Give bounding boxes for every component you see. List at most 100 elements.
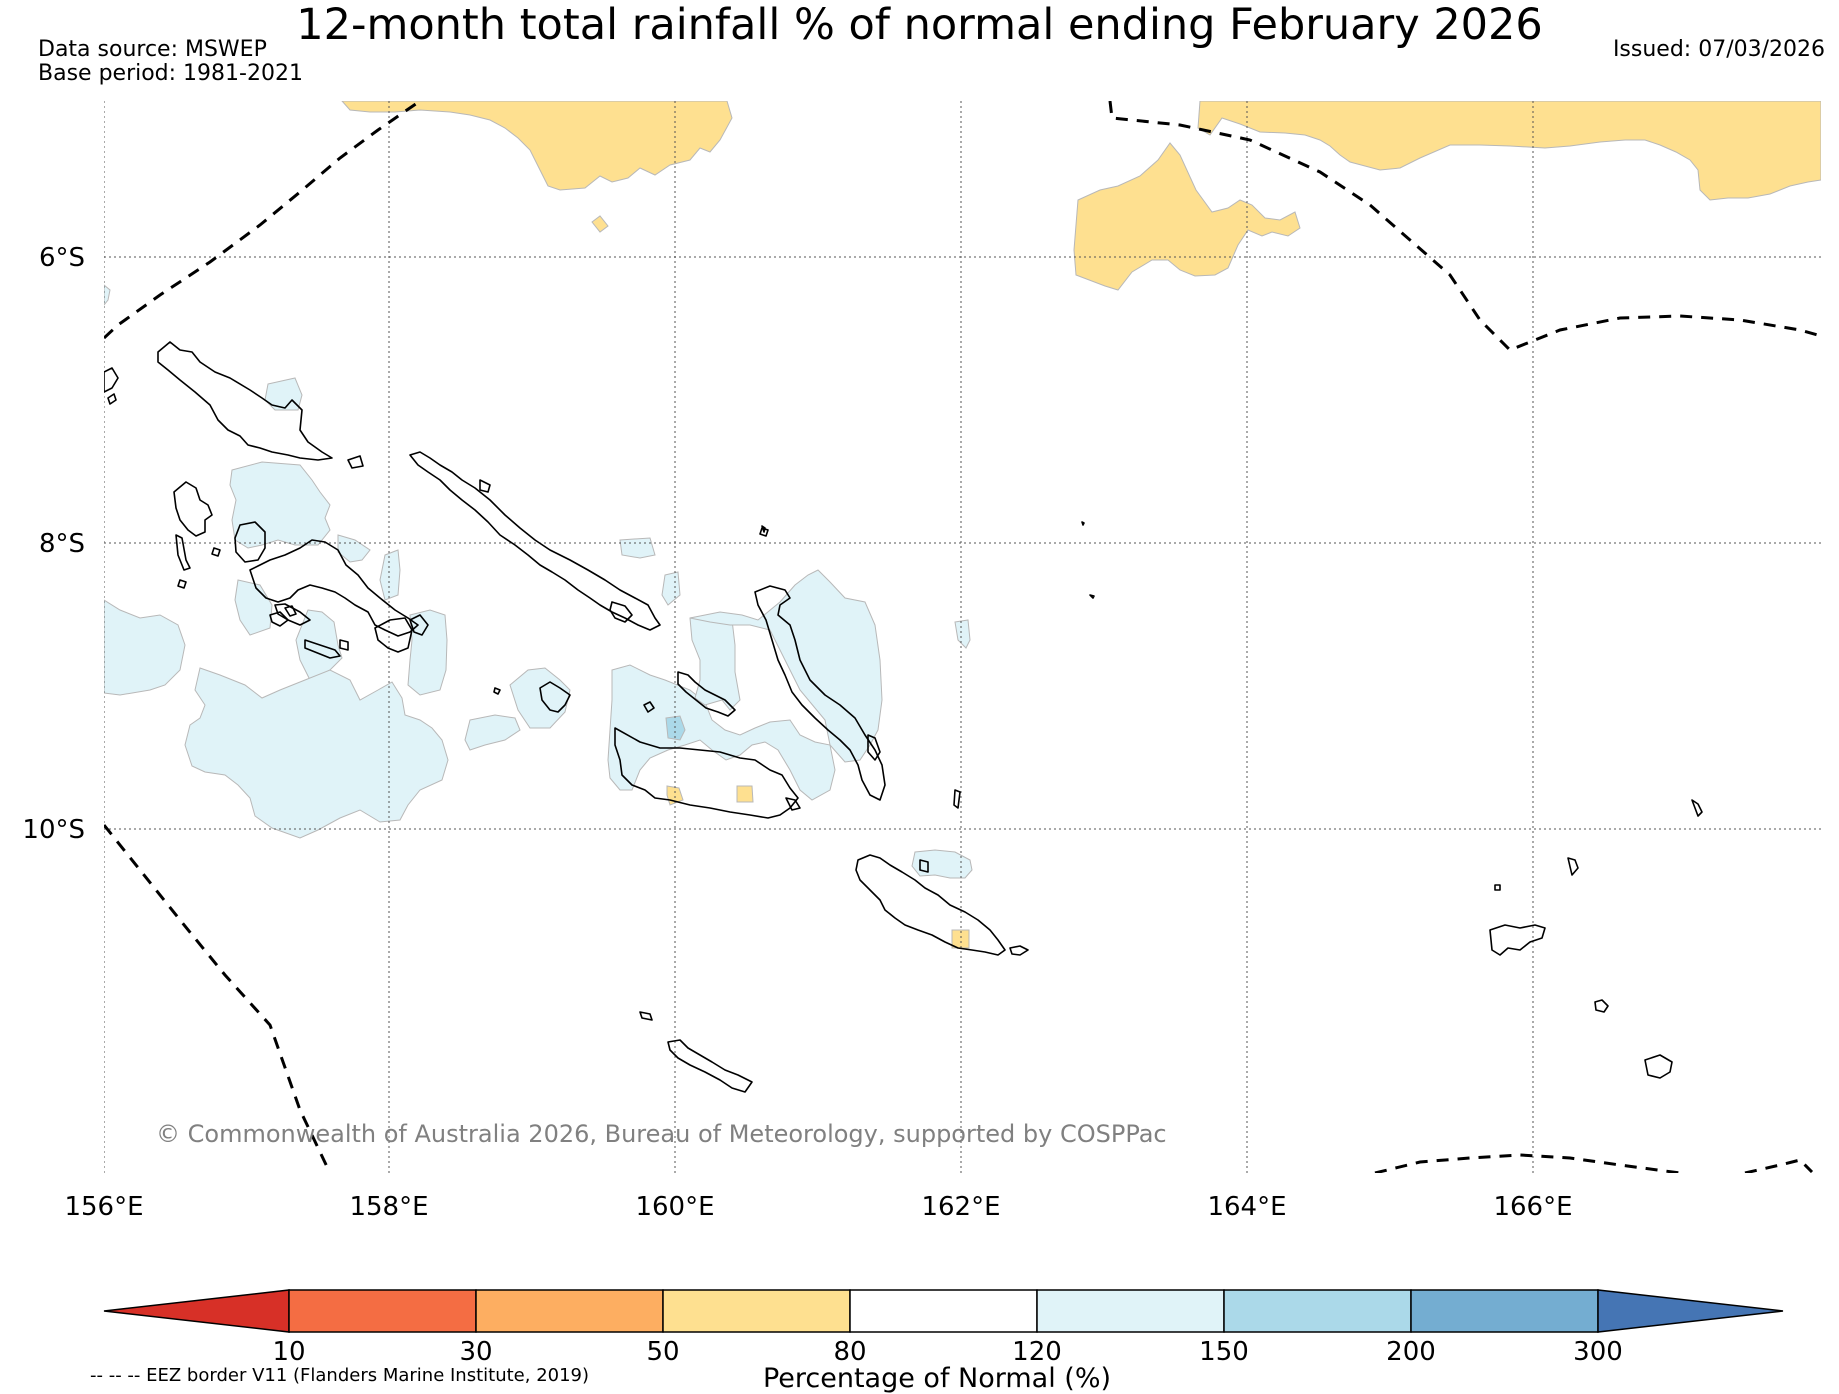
lat-tick-6s: 6°S	[39, 243, 85, 273]
coastlines	[104, 341, 1703, 1093]
island-tikopia	[1644, 1054, 1673, 1079]
colorbar-segment-120-150	[1036, 1289, 1225, 1333]
island-utupua	[1494, 884, 1501, 891]
lon-tick-160e: 160°E	[635, 1192, 714, 1222]
rainfall-region-florida-is	[509, 667, 571, 729]
island-ulawa	[953, 789, 961, 809]
rainfall-region-guadalcanal-e	[736, 785, 754, 803]
lat-tick-10s: 10°S	[22, 815, 85, 845]
colorbar-segment-above-300	[1597, 1289, 1784, 1333]
island-nggatokae	[409, 614, 429, 636]
island-rennell	[667, 1039, 753, 1093]
island-ugi	[919, 859, 929, 873]
island-duff	[1691, 799, 1703, 817]
island-santa-ana	[1009, 945, 1029, 956]
eez-border-sw	[104, 824, 332, 1173]
rainfall-region-north-central	[1073, 142, 1301, 291]
island-ranongga	[175, 534, 191, 571]
island-savo	[493, 687, 501, 695]
lon-tick-166e: 166°E	[1493, 1192, 1572, 1222]
rainfall-region-small-north-isabel	[619, 537, 656, 559]
colorbar-segment-30-50	[475, 1289, 664, 1333]
lon-tick-164e: 164°E	[1207, 1192, 1286, 1222]
island-north-isabel-dot	[759, 527, 769, 537]
rainfall-region-north-east	[1197, 101, 1821, 201]
colorbar-label-300: 300	[1573, 1337, 1623, 1367]
rainfall-region-small-nw	[591, 215, 609, 233]
below-normal-rainfall-regions	[341, 101, 1821, 949]
colorbar-label-200: 200	[1386, 1337, 1436, 1367]
colorbar-segment-200-300	[1410, 1289, 1599, 1333]
island-vanikoro	[1594, 999, 1609, 1013]
colorbar-label-10: 10	[272, 1337, 306, 1367]
colorbar-label-150: 150	[1199, 1337, 1249, 1367]
island-vella-lavella	[173, 481, 213, 537]
island-choiseul	[157, 341, 333, 461]
island-marovo	[269, 611, 289, 627]
island-ontong-dot	[761, 525, 766, 533]
longitude-tick-labels: 156°E 158°E 160°E 162°E 164°E 166°E	[64, 1192, 1572, 1222]
colorbar-label-50: 50	[646, 1337, 680, 1367]
eez-border-png-nw	[104, 101, 421, 340]
gridlines	[104, 101, 1821, 1173]
island-gizo	[177, 579, 187, 589]
rainfall-region-west-edge	[104, 284, 111, 306]
colorbar-label-30: 30	[459, 1337, 493, 1367]
eez-border-se	[1744, 1158, 1814, 1173]
copyright-notice: © Commonwealth of Australia 2026, Bureau…	[156, 1120, 1167, 1148]
island-reef-islands	[1567, 857, 1579, 876]
island-nggela-east	[677, 671, 736, 717]
rainfall-region-choiseul-s	[229, 461, 331, 549]
island-nggela	[539, 681, 571, 713]
island-tetepare-2	[284, 605, 297, 617]
island-santa-isabel	[409, 451, 661, 631]
colorbar-segment-below-10	[103, 1289, 290, 1333]
rainfall-region-south-large	[184, 667, 449, 839]
rainfall-region-new-georgia	[234, 579, 273, 636]
colorbar-segment-80-120	[849, 1289, 1038, 1333]
base-period-label: Base period: 1981-2021	[38, 61, 303, 86]
rainfall-region-north-west	[341, 101, 733, 191]
island-small-kolo	[211, 547, 221, 557]
colorbar-segment-10-30	[288, 1289, 477, 1333]
colorbar	[103, 1289, 1784, 1333]
island-north-central-dots	[1081, 521, 1085, 526]
island-new-georgia	[249, 539, 419, 637]
lat-tick-8s: 8°S	[39, 529, 85, 559]
island-rendova	[274, 603, 311, 626]
lon-tick-156e: 156°E	[64, 1192, 143, 1222]
colorbar-label-80: 80	[833, 1337, 867, 1367]
data-source-label: Data source: MSWEP	[38, 37, 267, 62]
rainfall-region-isabel-se	[407, 609, 448, 696]
map-title: 12-month total rainfall % of normal endi…	[296, 0, 1543, 50]
eez-border-png-north	[1108, 101, 1821, 352]
island-small-choiseul	[347, 455, 364, 469]
above-normal-rainfall-regions	[104, 284, 973, 879]
lon-tick-162e: 162°E	[921, 1192, 1000, 1222]
rainfall-region-west-large	[104, 599, 186, 696]
rainfall-region-small-158	[337, 534, 371, 563]
island-small-malaita	[867, 734, 881, 761]
island-guadalcanal	[614, 727, 799, 819]
rainfall-region-small-160	[661, 571, 681, 606]
latitude-tick-labels: 6°S 8°S 10°S	[22, 243, 85, 845]
colorbar-segment-150-200	[1223, 1289, 1412, 1333]
issued-date-label: Issued: 07/03/2026	[1612, 37, 1825, 62]
island-vangunu	[374, 617, 413, 653]
island-russells	[643, 701, 655, 713]
rainfall-region-158-9	[464, 714, 521, 751]
colorbar-label-120: 120	[1012, 1337, 1062, 1367]
island-makira	[855, 854, 1006, 956]
island-guadalcanal-e	[785, 797, 801, 811]
island-nendo	[1489, 924, 1546, 956]
eez-borders	[104, 101, 1821, 1173]
rainfall-region-malaita	[689, 569, 883, 763]
island-san-jorge	[609, 601, 633, 623]
island-tetepare	[304, 639, 341, 659]
island-nggela-2	[339, 639, 349, 651]
rainfall-region-small-162	[954, 619, 971, 649]
rainfall-region-makira-n	[911, 849, 973, 879]
island-kolombangara	[234, 521, 266, 563]
island-shortland	[104, 367, 119, 405]
